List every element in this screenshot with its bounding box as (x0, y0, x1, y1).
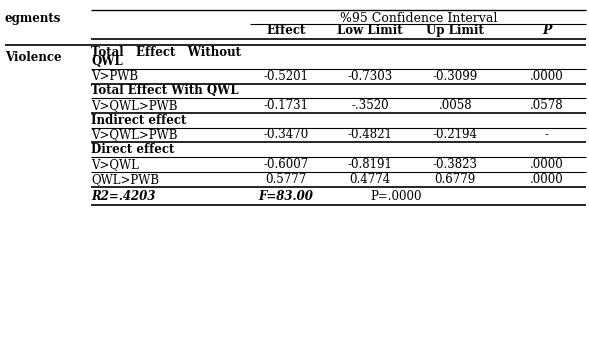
Text: %95 Confidence Interval: %95 Confidence Interval (339, 12, 497, 25)
Text: 0.4774: 0.4774 (349, 173, 391, 186)
Text: V>QWL>PWB: V>QWL>PWB (91, 99, 178, 112)
Text: P: P (542, 24, 551, 37)
Text: R2=.4203: R2=.4203 (91, 190, 155, 203)
Text: Violence: Violence (5, 51, 61, 64)
Text: .0000: .0000 (530, 158, 564, 171)
Text: Total   Effect   Without: Total Effect Without (91, 46, 241, 59)
Text: .0058: .0058 (438, 99, 472, 112)
Text: Low Limit: Low Limit (337, 24, 403, 37)
Text: F=83.00: F=83.00 (258, 190, 313, 203)
Text: Direct effect: Direct effect (91, 143, 175, 156)
Text: Effect: Effect (266, 24, 305, 37)
Text: egments: egments (5, 12, 61, 25)
Text: Up Limit: Up Limit (426, 24, 484, 37)
Text: -0.3099: -0.3099 (433, 70, 478, 83)
Text: P=.0000: P=.0000 (370, 190, 421, 203)
Text: -0.4821: -0.4821 (348, 128, 392, 141)
Text: .0000: .0000 (530, 173, 564, 186)
Text: 0.5777: 0.5777 (265, 173, 306, 186)
Text: -: - (545, 128, 548, 141)
Text: QWL: QWL (91, 55, 123, 68)
Text: .0578: .0578 (530, 99, 564, 112)
Text: -0.3823: -0.3823 (433, 158, 478, 171)
Text: QWL>PWB: QWL>PWB (91, 173, 160, 186)
Text: -0.5201: -0.5201 (263, 70, 308, 83)
Text: .0000: .0000 (530, 70, 564, 83)
Text: -0.6007: -0.6007 (263, 158, 308, 171)
Text: 0.6779: 0.6779 (435, 173, 476, 186)
Text: -0.1731: -0.1731 (263, 99, 308, 112)
Text: -0.7303: -0.7303 (348, 70, 392, 83)
Text: V>QWL>PWB: V>QWL>PWB (91, 128, 178, 141)
Text: Total Effect With QWL: Total Effect With QWL (91, 84, 239, 97)
Text: V>PWB: V>PWB (91, 70, 138, 83)
Text: -.3520: -.3520 (351, 99, 389, 112)
Text: -0.8191: -0.8191 (348, 158, 392, 171)
Text: Indirect effect: Indirect effect (91, 114, 187, 127)
Text: V>QWL: V>QWL (91, 158, 139, 171)
Text: -0.2194: -0.2194 (433, 128, 478, 141)
Text: -0.3470: -0.3470 (263, 128, 308, 141)
